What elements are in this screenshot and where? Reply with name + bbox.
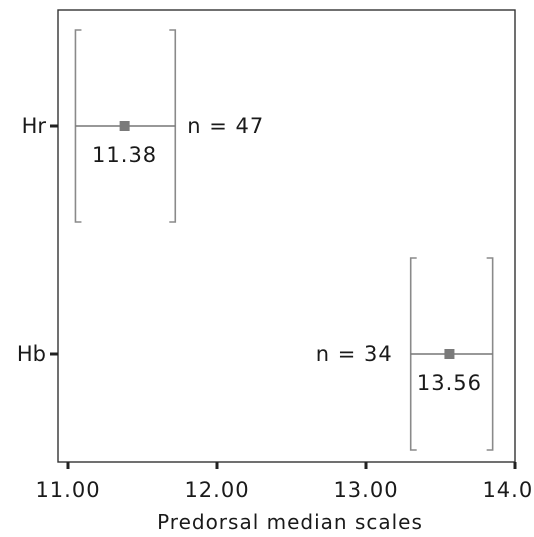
y-axis: Hr Hb — [17, 114, 58, 366]
y-tick-label: Hb — [17, 342, 46, 366]
mean-point — [119, 121, 130, 131]
sample-size-label: n = 34 — [316, 342, 393, 366]
group-intervals: 11.38 n = 47 13.56 n = 34 — [74, 29, 494, 451]
x-tick-label: 12.00 — [184, 478, 249, 502]
mean-label: 13.56 — [417, 371, 482, 395]
x-tick-label: 13.00 — [333, 478, 398, 502]
group-hb: 13.56 n = 34 — [316, 257, 494, 451]
y-tick-label: Hr — [22, 114, 47, 138]
group-hr: 11.38 n = 47 — [74, 29, 264, 223]
mean-label: 11.38 — [92, 143, 157, 167]
sample-size-label: n = 47 — [187, 114, 264, 138]
x-tick-label: 11.00 — [35, 478, 100, 502]
x-axis: 11.00 12.00 13.00 14.00 — [35, 462, 534, 502]
x-tick-label: 14.00 — [482, 478, 534, 502]
plot-frame — [57, 9, 516, 463]
mean-point — [444, 349, 455, 359]
x-axis-title: Predorsal median scales — [157, 510, 423, 534]
